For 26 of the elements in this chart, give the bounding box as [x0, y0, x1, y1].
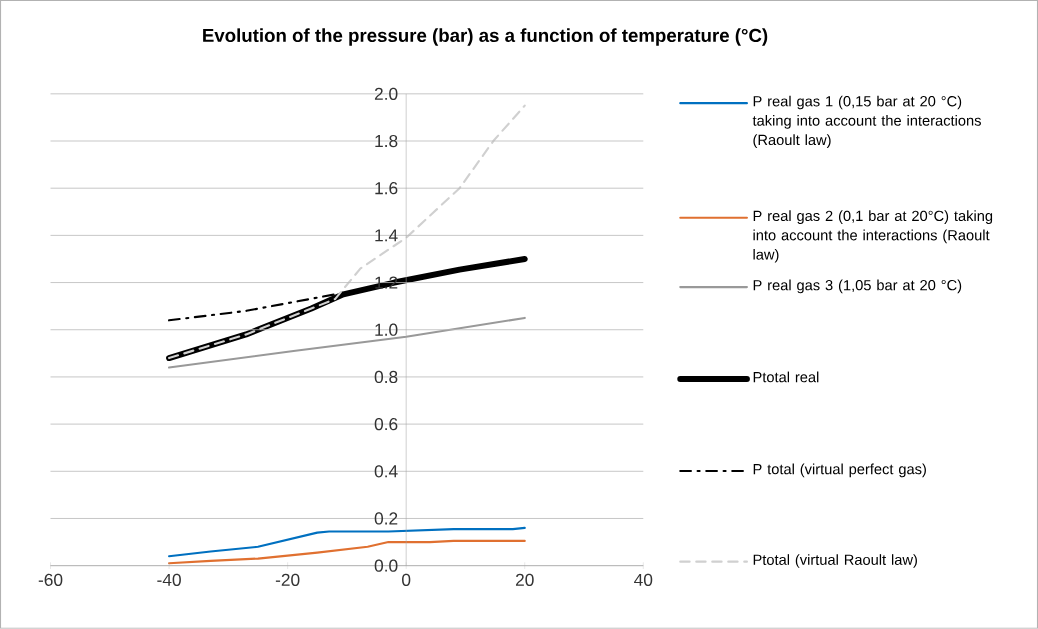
y-tick-label: 1.6 [375, 182, 398, 195]
y-tick-label: 0.2 [374, 512, 398, 525]
y-tick-label: 1.4 [375, 229, 398, 242]
x-tick-label: -60 [38, 573, 63, 587]
legend-label: P real gas 2 (0,1 bar at 20°C) taking into account the interactions (Raoult law) [753, 210, 993, 263]
y-tick-label: 0.8 [374, 370, 398, 384]
y-tick-label: 0.0 [374, 559, 398, 572]
y-tick-label: 1.0 [375, 323, 398, 336]
y-tick-label: 2.0 [374, 87, 398, 101]
x-tick-label: -20 [275, 573, 300, 587]
x-tick-label: 20 [515, 573, 534, 587]
line-series [168, 316, 526, 369]
legend-label: Ptotal (virtual Raoult law) [753, 554, 917, 568]
x-tick-label: 0 [402, 573, 411, 587]
line-series [168, 526, 526, 558]
line-series [168, 104, 526, 360]
x-tick-label: 40 [634, 573, 653, 587]
chart-title: Evolution of the pressure (bar) as a function of temperature (°C) [203, 28, 768, 46]
x-tick-label: -40 [157, 573, 181, 587]
legend-label: P real gas 1 (0,15 bar at 20 °C) taking into account the interactions (Raoult law) [752, 95, 981, 149]
y-tick-label: 0.6 [374, 418, 398, 431]
y-tick-label: 1.8 [375, 134, 398, 148]
legend-label: Ptotal real [753, 371, 819, 383]
legend-label: P total (virtual perfect gas) [753, 463, 926, 478]
legend-label: P real gas 3 (1,05 bar at 20 °C) [753, 279, 962, 294]
y-tick-label: 0.4 [374, 465, 398, 478]
